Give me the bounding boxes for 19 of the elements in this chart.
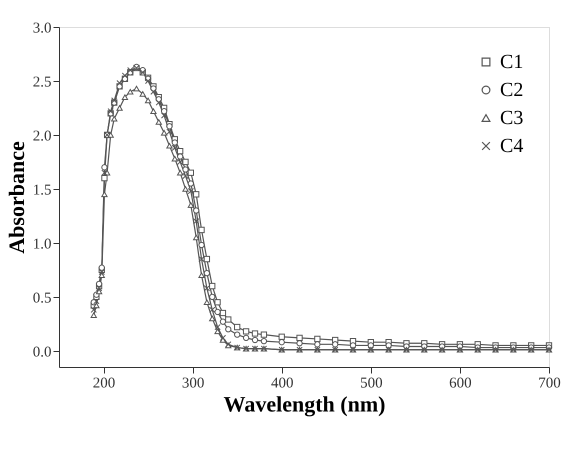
y-tick-label: 1.0 xyxy=(32,236,52,252)
legend-label: C4 xyxy=(500,135,524,157)
x-tick-label: 700 xyxy=(538,376,561,392)
y-tick-label: 3.0 xyxy=(32,20,52,36)
legend-label: C2 xyxy=(500,79,524,101)
y-tick-label: 0.0 xyxy=(32,344,52,360)
x-tick-label: 200 xyxy=(92,376,116,392)
x-tick-label: 400 xyxy=(270,376,294,392)
x-tick-label: 500 xyxy=(360,376,383,392)
y-tick-label: 2.5 xyxy=(32,74,52,90)
y-tick-label: 2.0 xyxy=(32,128,52,144)
x-tick-label: 600 xyxy=(449,376,472,392)
y-tick-label: 1.5 xyxy=(32,182,52,198)
y-tick-label: 0.5 xyxy=(32,290,52,306)
y-axis-title: Absorbance xyxy=(4,141,29,254)
x-axis-title: Wavelength (nm) xyxy=(224,392,386,416)
x-tick-label: 300 xyxy=(182,376,204,392)
legend-label: C3 xyxy=(500,107,524,129)
legend-label: C1 xyxy=(500,51,524,73)
